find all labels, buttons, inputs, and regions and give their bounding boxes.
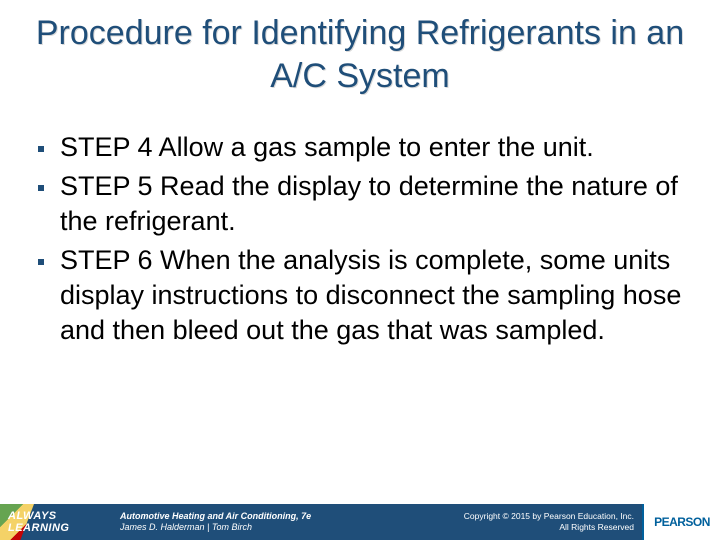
page-title: Procedure for Identifying Refrigerants i… <box>20 12 700 97</box>
rights-line: All Rights Reserved <box>464 522 634 533</box>
slide: Procedure for Identifying Refrigerants i… <box>0 0 720 540</box>
always-learning-badge: ALWAYS LEARNING <box>0 504 110 540</box>
book-authors: James D. Halderman | Tom Birch <box>120 522 454 533</box>
bullet-icon <box>38 146 44 152</box>
bullet-text: STEP 6 When the analysis is complete, so… <box>60 243 688 348</box>
footer-copyright: Copyright © 2015 by Pearson Education, I… <box>464 511 642 532</box>
footer-bar: ALWAYS LEARNING Automotive Heating and A… <box>0 504 720 540</box>
title-container: Procedure for Identifying Refrigerants i… <box>0 8 720 107</box>
copyright-line: Copyright © 2015 by Pearson Education, I… <box>464 511 634 522</box>
bullet-text: STEP 4 Allow a gas sample to enter the u… <box>60 130 594 165</box>
badge-label: ALWAYS LEARNING <box>8 510 110 534</box>
list-item: STEP 4 Allow a gas sample to enter the u… <box>38 130 688 165</box>
pearson-logo: PEARSON <box>642 504 720 540</box>
logo-text: PEARSON <box>654 515 710 529</box>
content-body: STEP 4 Allow a gas sample to enter the u… <box>38 130 688 353</box>
list-item: STEP 5 Read the display to determine the… <box>38 169 688 239</box>
bullet-text: STEP 5 Read the display to determine the… <box>60 169 688 239</box>
book-title: Automotive Heating and Air Conditioning,… <box>120 511 454 522</box>
bullet-icon <box>38 185 44 191</box>
bullet-icon <box>38 259 44 265</box>
footer-citation: Automotive Heating and Air Conditioning,… <box>110 511 464 534</box>
list-item: STEP 6 When the analysis is complete, so… <box>38 243 688 348</box>
